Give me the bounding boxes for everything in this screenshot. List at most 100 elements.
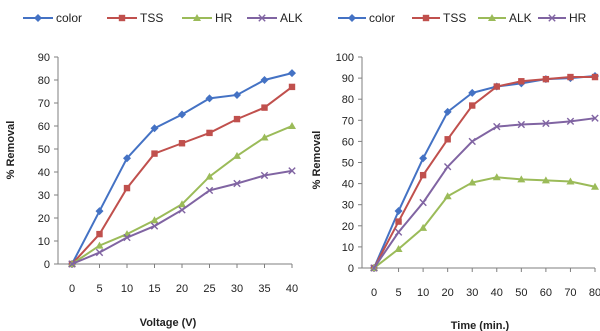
x-tick-label: 20 <box>176 283 188 295</box>
data-point <box>178 200 186 208</box>
legend-marker <box>34 14 42 22</box>
data-point <box>542 75 550 83</box>
series-line <box>373 117 596 269</box>
data-point <box>205 94 214 103</box>
y-tick-label: 30 <box>342 200 354 212</box>
data-point <box>260 133 269 141</box>
series-TSS <box>370 73 599 272</box>
y-tick-label: 60 <box>38 121 50 133</box>
data-point <box>518 78 525 85</box>
data-point <box>468 88 477 97</box>
data-point <box>370 264 378 272</box>
x-tick-label: 10 <box>121 283 133 295</box>
x-tick-label: 5 <box>96 283 102 295</box>
legend-item-ALK: ALK <box>478 11 532 25</box>
series-color <box>68 69 296 268</box>
data-point <box>178 206 186 214</box>
data-point <box>260 171 269 180</box>
legend-marker <box>193 14 201 21</box>
y-tick-label: 40 <box>38 167 50 179</box>
legend-label: color <box>56 11 82 25</box>
y-tick-label: 20 <box>38 213 50 225</box>
series-TSS <box>68 83 296 268</box>
data-point <box>233 90 241 99</box>
x-axis-title: Time (min.) <box>451 320 510 331</box>
data-point <box>123 233 131 242</box>
data-point <box>468 137 476 146</box>
x-tick-label: 60 <box>540 287 552 299</box>
legend-marker <box>422 14 430 22</box>
legend-item-TSS: TSS <box>412 11 466 25</box>
series-ALK <box>370 173 599 271</box>
data-point <box>394 228 403 236</box>
series-HR <box>370 114 599 272</box>
legend-label: TSS <box>140 11 163 25</box>
data-point <box>233 115 241 123</box>
legend-item-TSS: TSS <box>107 11 163 25</box>
y-tick-label: 100 <box>336 52 354 64</box>
y-tick-label: 10 <box>38 236 50 248</box>
x-tick-label: 40 <box>491 287 503 299</box>
y-tick-label: 80 <box>38 75 50 87</box>
data-point <box>443 107 452 116</box>
data-point <box>443 192 452 200</box>
x-tick-label: 0 <box>371 287 377 299</box>
data-point <box>493 83 500 90</box>
data-point <box>178 140 186 147</box>
data-point <box>206 129 213 137</box>
legend-item-ALK: ALK <box>247 11 303 25</box>
data-point <box>288 167 296 175</box>
data-point <box>95 241 104 249</box>
legend-label: ALK <box>509 11 532 25</box>
y-tick-label: 40 <box>342 179 354 191</box>
data-point <box>394 245 403 253</box>
series-line <box>71 125 293 265</box>
data-point <box>260 76 269 84</box>
series-line <box>71 169 293 265</box>
data-point <box>541 176 550 184</box>
legend-marker <box>348 14 356 22</box>
data-point <box>150 124 159 133</box>
x-tick-label: 15 <box>148 283 160 295</box>
y-tick-label: 0 <box>348 263 354 275</box>
data-point <box>178 110 186 119</box>
legend-marker <box>488 14 496 21</box>
y-tick-label: 10 <box>342 242 354 254</box>
series-ALK <box>68 167 296 268</box>
legend-label: HR <box>215 11 233 25</box>
data-point <box>444 136 451 143</box>
data-point <box>493 122 501 131</box>
legend-item-color: color <box>338 11 395 25</box>
legend-label: TSS <box>443 11 466 25</box>
x-tick-label: 40 <box>286 283 298 295</box>
x-tick-label: 80 <box>589 287 600 299</box>
x-tick-label: 5 <box>395 287 401 299</box>
data-point <box>542 119 550 128</box>
x-tick-label: 70 <box>564 287 576 299</box>
x-tick-label: 50 <box>515 287 527 299</box>
data-point <box>68 260 76 268</box>
data-point <box>517 120 526 129</box>
data-point <box>95 248 104 257</box>
y-tick-label: 80 <box>342 94 354 106</box>
series-color <box>370 71 599 272</box>
data-point <box>394 207 403 216</box>
data-point <box>567 73 574 81</box>
y-tick-label: 50 <box>342 158 354 170</box>
y-tick-label: 20 <box>342 221 354 233</box>
data-point <box>288 83 296 91</box>
data-point <box>150 222 159 230</box>
data-point <box>419 171 427 179</box>
data-point <box>591 73 599 81</box>
x-tick-label: 0 <box>69 283 75 295</box>
data-point <box>566 117 575 126</box>
series-line <box>373 176 596 269</box>
data-point <box>151 150 158 157</box>
y-tick-label: 0 <box>44 259 50 271</box>
x-axis-title: Voltage (V) <box>140 317 197 329</box>
data-point <box>419 154 428 163</box>
data-point <box>469 102 476 109</box>
series-line <box>373 74 596 269</box>
y-tick-label: 30 <box>38 190 50 202</box>
